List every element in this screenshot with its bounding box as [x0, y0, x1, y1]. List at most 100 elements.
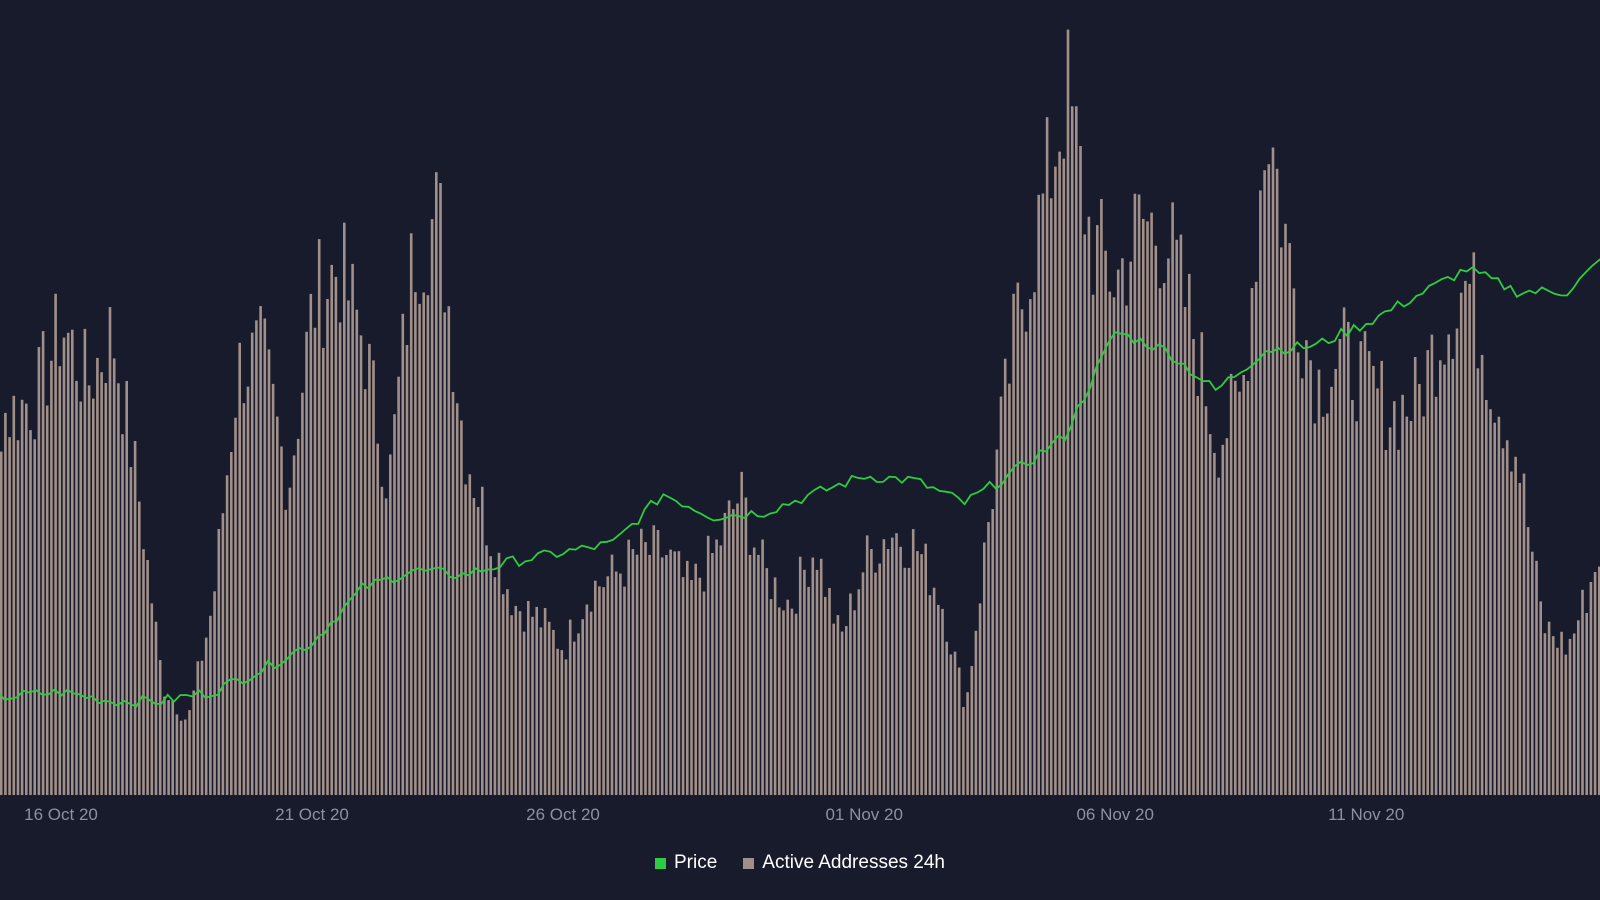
active-addresses-bar: [1075, 106, 1078, 796]
x-tick-label: 26 Oct 20: [526, 805, 600, 824]
active-addresses-bar: [112, 358, 116, 795]
active-addresses-bar: [196, 661, 200, 795]
active-addresses-bar: [1167, 258, 1170, 795]
active-addresses-bar: [1485, 400, 1488, 795]
active-addresses-bar: [995, 449, 999, 795]
active-addresses-bar: [0, 451, 3, 795]
active-addresses-bar: [167, 700, 170, 795]
active-addresses-bar: [45, 405, 49, 795]
active-addresses-bar: [598, 586, 601, 795]
active-addresses-bar: [204, 637, 208, 795]
active-addresses-bar: [8, 437, 11, 795]
active-addresses-bar: [1589, 582, 1593, 795]
active-addresses-bar: [660, 557, 664, 795]
active-addresses-bar: [1413, 357, 1417, 795]
active-addresses-bar: [552, 629, 555, 795]
legend: Price Active Addresses 24h: [0, 852, 1600, 874]
active-addresses-bar: [1426, 350, 1429, 795]
active-addresses-bar: [405, 345, 409, 795]
active-addresses-bar: [1271, 147, 1275, 795]
x-tick-label: 01 Nov 20: [825, 805, 903, 824]
active-addresses-bar: [1267, 164, 1271, 795]
active-addresses-bar: [1347, 321, 1350, 795]
active-addresses-bar: [819, 558, 823, 795]
active-addresses-bar: [259, 306, 262, 795]
active-addresses-bar: [150, 603, 154, 795]
active-addresses-bar: [389, 454, 392, 795]
active-addresses-bar: [1229, 373, 1233, 795]
active-addresses-bar: [96, 357, 99, 795]
active-addresses-bar: [301, 392, 304, 795]
active-addresses-bar: [1401, 394, 1404, 795]
active-addresses-bar: [987, 522, 990, 795]
active-addresses-bar: [1547, 621, 1551, 795]
active-addresses-bar: [840, 631, 844, 795]
active-addresses-bar: [16, 440, 20, 795]
active-addresses-bar: [493, 577, 497, 795]
active-addresses-bar: [1577, 620, 1580, 795]
active-addresses-bar: [1359, 341, 1363, 795]
legend-swatch-price: [654, 857, 666, 869]
active-addresses-bar: [435, 172, 438, 795]
active-addresses-bar: [376, 443, 379, 795]
active-addresses-bar: [794, 613, 798, 795]
active-addresses-bar: [506, 589, 509, 795]
active-addresses-bar: [1104, 250, 1107, 795]
active-addresses-bar: [171, 700, 174, 795]
active-addresses-bar: [748, 554, 752, 795]
active-addresses-bar: [920, 554, 923, 795]
active-addresses-bar: [698, 577, 702, 795]
active-addresses-bar: [1024, 331, 1028, 795]
active-addresses-bar: [455, 403, 459, 795]
active-addresses-bar: [225, 475, 229, 795]
active-addresses-bar: [719, 545, 723, 795]
active-addresses-bar: [778, 607, 781, 795]
legend-item-active-addresses[interactable]: Active Addresses 24h: [743, 852, 945, 874]
active-addresses-bar: [1568, 638, 1572, 795]
active-addresses-bar: [87, 385, 91, 795]
active-addresses-bar: [1342, 307, 1346, 795]
active-addresses-bar: [75, 380, 78, 795]
legend-item-price[interactable]: Price: [654, 852, 718, 874]
active-addresses-bar: [865, 535, 869, 795]
legend-label-price: Price: [673, 852, 718, 873]
active-addresses-bar: [1510, 471, 1513, 795]
active-addresses-bar: [845, 626, 848, 795]
active-addresses-bar: [1054, 166, 1057, 796]
active-addresses-bar: [472, 498, 476, 795]
active-addresses-bar: [1221, 444, 1225, 795]
active-addresses-bar: [129, 467, 133, 795]
active-addresses-bar: [37, 347, 41, 795]
active-addresses-bar: [1062, 158, 1066, 796]
active-addresses-bar: [614, 571, 618, 795]
active-addresses-bar: [1501, 448, 1505, 795]
active-addresses-bar: [422, 292, 425, 795]
active-addresses-bar: [1455, 328, 1459, 795]
active-addresses-bar: [338, 322, 342, 795]
active-addresses-bar: [1096, 225, 1099, 796]
active-addresses-bar: [606, 576, 610, 795]
active-addresses-bar: [1079, 146, 1082, 795]
bars-layer: [0, 29, 1600, 796]
active-addresses-bar: [1430, 334, 1434, 795]
active-addresses-bar: [1150, 212, 1153, 796]
active-addresses-bar: [773, 577, 777, 795]
active-addresses-bar: [58, 366, 62, 795]
active-addresses-bar: [1405, 416, 1409, 795]
active-addresses-bar: [1376, 388, 1379, 795]
active-addresses-bar: [267, 349, 271, 795]
active-addresses-bar: [1041, 193, 1045, 795]
active-addresses-bar: [706, 535, 710, 795]
active-addresses-bar: [1029, 299, 1032, 795]
active-addresses-bar: [188, 710, 191, 795]
active-addresses-bar: [242, 403, 246, 795]
active-addresses-bar: [79, 401, 82, 795]
active-addresses-bar: [782, 610, 785, 795]
active-addresses-bar: [619, 573, 622, 795]
active-addresses-bar: [665, 555, 668, 795]
active-addresses-bar: [104, 383, 108, 795]
active-addresses-bar: [1288, 243, 1291, 796]
active-addresses-bar: [1539, 601, 1542, 795]
active-addresses-bar: [464, 484, 467, 795]
active-addresses-bar: [535, 606, 538, 795]
